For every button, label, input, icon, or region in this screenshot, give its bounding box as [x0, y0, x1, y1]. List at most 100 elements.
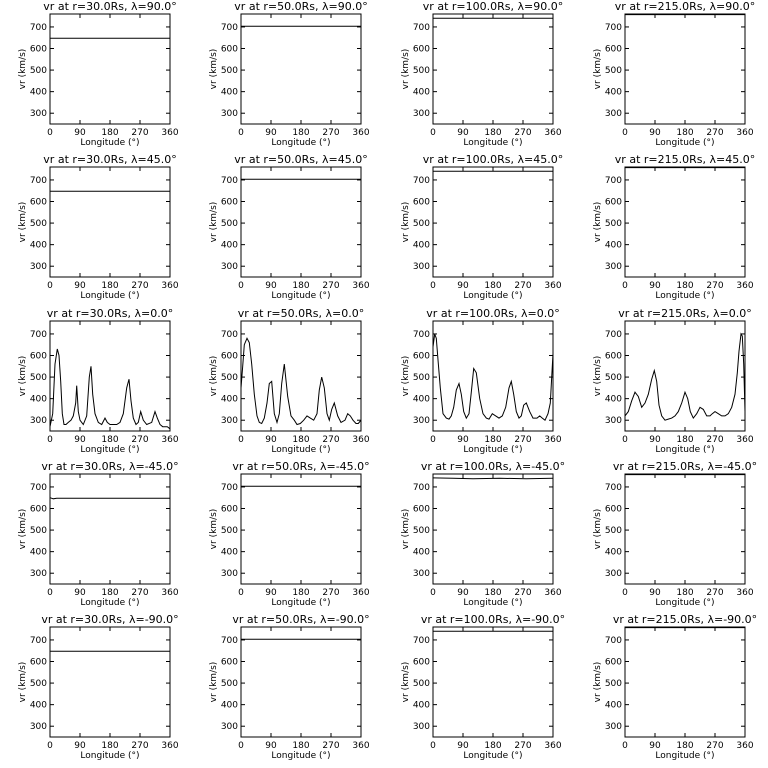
y-axis-label: vr (km/s): [401, 49, 411, 90]
series-line: [432, 477, 554, 480]
y-tick-label: 400: [605, 88, 622, 98]
x-tick-label: 0: [622, 588, 628, 598]
x-tick-label: 270: [514, 741, 531, 751]
y-tick-label: 700: [30, 330, 47, 340]
panel-title: vr at r=50.0Rs, λ=45.0°: [234, 153, 367, 166]
x-tick-label: 180: [484, 435, 501, 445]
y-tick-label: 600: [30, 505, 47, 515]
x-tick-label: 180: [484, 588, 501, 598]
y-tick-label: 700: [221, 636, 238, 646]
panel-title: vr at r=30.0Rs, λ=45.0°: [43, 153, 176, 166]
x-tick-label: 180: [292, 588, 309, 598]
y-tick-label: 500: [221, 219, 238, 229]
y-axis-label: vr (km/s): [593, 49, 603, 90]
y-tick-label: 500: [413, 679, 430, 689]
chart-panel: vr at r=215.0Rs, λ=-45.0° 0 90 180 270 360 300…: [593, 460, 757, 608]
x-tick-label: 270: [514, 128, 531, 138]
x-tick-label: 90: [74, 128, 86, 138]
y-tick-label: 600: [413, 198, 430, 208]
x-tick-label: 360: [352, 741, 369, 751]
plot-frame: [624, 13, 746, 125]
y-axis-label: vr (km/s): [401, 202, 411, 243]
y-tick-label: 700: [413, 636, 430, 646]
x-axis-label: Longitude (°): [80, 445, 139, 455]
y-axis-label: vr (km/s): [401, 509, 411, 550]
y-tick-label: 400: [413, 548, 430, 558]
panel-title: vr at r=100.0Rs, λ=90.0°: [423, 0, 563, 13]
panel-title: vr at r=100.0Rs, λ=-90.0°: [421, 613, 565, 626]
y-tick-label: 500: [221, 679, 238, 689]
chart-panel: vr at r=30.0Rs, λ=-45.0° 0 90 180 270 360 300 4…: [18, 460, 179, 608]
y-tick-label: 400: [221, 701, 238, 711]
y-axis-label: vr (km/s): [18, 662, 28, 703]
x-tick-label: 90: [265, 281, 277, 291]
y-tick-label: 600: [605, 658, 622, 668]
x-tick-label: 360: [736, 281, 753, 291]
x-tick-label: 270: [514, 281, 531, 291]
y-axis-label: vr (km/s): [209, 49, 219, 90]
x-tick-label: 270: [514, 588, 531, 598]
y-tick-label: 300: [30, 722, 47, 732]
y-tick-label: 600: [30, 658, 47, 668]
y-tick-label: 700: [221, 176, 238, 186]
y-tick-label: 300: [30, 569, 47, 579]
x-tick-label: 180: [292, 435, 309, 445]
x-tick-label: 90: [74, 435, 86, 445]
x-tick-label: 0: [238, 435, 244, 445]
chart-panel: vr at r=100.0Rs, λ=45.0° 0 90 180 270 360 300 4…: [401, 153, 563, 301]
x-axis-label: Longitude (°): [463, 445, 522, 455]
y-tick-label: 300: [221, 416, 238, 426]
x-tick-label: 90: [265, 128, 277, 138]
x-tick-label: 90: [457, 281, 469, 291]
x-tick-label: 180: [484, 128, 501, 138]
x-tick-label: 360: [544, 435, 561, 445]
y-tick-label: 600: [605, 45, 622, 55]
panel-title: vr at r=30.0Rs, λ=-45.0°: [41, 460, 178, 473]
x-tick-label: 270: [322, 435, 339, 445]
x-axis-label: Longitude (°): [80, 598, 139, 608]
y-tick-label: 500: [30, 679, 47, 689]
x-tick-label: 180: [101, 281, 118, 291]
y-axis-label: vr (km/s): [18, 356, 28, 397]
y-tick-label: 300: [413, 109, 430, 119]
y-tick-label: 700: [413, 176, 430, 186]
y-tick-label: 300: [30, 109, 47, 119]
x-tick-label: 0: [238, 741, 244, 751]
x-axis-label: Longitude (°): [463, 291, 522, 301]
y-tick-label: 700: [605, 483, 622, 493]
x-tick-label: 360: [544, 741, 561, 751]
y-tick-label: 600: [30, 352, 47, 362]
x-tick-label: 270: [706, 281, 723, 291]
chart-panel: vr at r=30.0Rs, λ=90.0° 0 90 180 270 360 300 40…: [18, 0, 179, 148]
x-axis-label: Longitude (°): [655, 751, 714, 761]
panel-title: vr at r=30.0Rs, λ=0.0°: [47, 307, 173, 320]
y-tick-label: 700: [605, 176, 622, 186]
x-tick-label: 90: [265, 588, 277, 598]
plot-frame: [624, 166, 746, 278]
y-tick-label: 400: [221, 241, 238, 251]
y-tick-label: 400: [30, 241, 47, 251]
chart-panel: vr at r=50.0Rs, λ=45.0° 0 90 180 270 360 300 40…: [209, 153, 370, 301]
y-tick-label: 600: [605, 198, 622, 208]
x-tick-label: 360: [352, 128, 369, 138]
x-axis-label: Longitude (°): [655, 138, 714, 148]
y-tick-label: 500: [221, 373, 238, 383]
y-tick-label: 400: [605, 548, 622, 558]
chart-panel: vr at r=215.0Rs, λ=-90.0° 0 90 180 270 360 300…: [593, 613, 757, 761]
x-axis-label: Longitude (°): [271, 138, 330, 148]
chart-panel: vr at r=215.0Rs, λ=45.0° 0 90 180 270 360 300 4…: [593, 153, 755, 301]
y-tick-label: 300: [221, 262, 238, 272]
panel-title: vr at r=50.0Rs, λ=-90.0°: [232, 613, 369, 626]
x-tick-label: 90: [649, 588, 661, 598]
x-tick-label: 180: [292, 741, 309, 751]
x-tick-label: 90: [649, 741, 661, 751]
plot-frame: [49, 320, 171, 432]
y-tick-label: 500: [413, 66, 430, 76]
x-tick-label: 360: [161, 741, 178, 751]
series-line: [49, 497, 170, 500]
y-tick-label: 400: [30, 548, 47, 558]
x-axis-label: Longitude (°): [80, 291, 139, 301]
y-tick-label: 500: [605, 219, 622, 229]
x-tick-label: 360: [352, 435, 369, 445]
